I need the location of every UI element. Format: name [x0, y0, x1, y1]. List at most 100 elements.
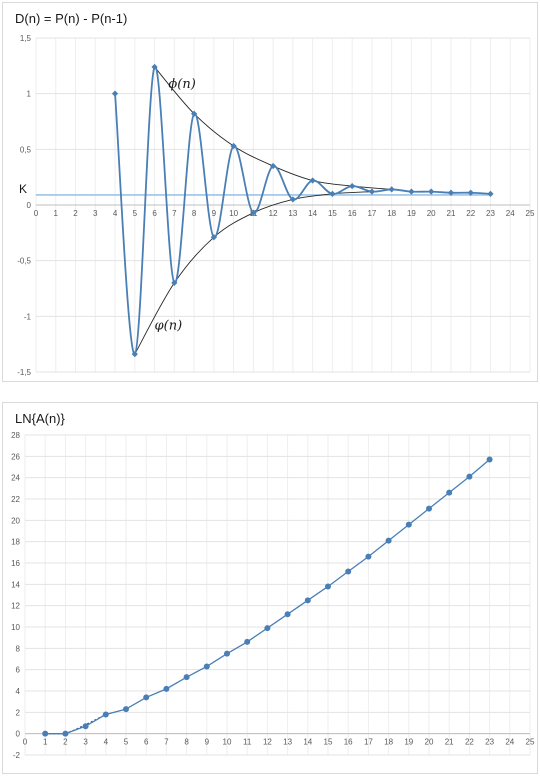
- x-tick-label: 1: [54, 209, 59, 218]
- y-tick-label: 4: [16, 687, 21, 696]
- data-point: [244, 638, 251, 645]
- y-tick-label: 18: [11, 538, 20, 547]
- x-tick-label: 3: [83, 738, 88, 747]
- x-tick-label: 15: [324, 738, 333, 747]
- data-point: [270, 162, 277, 170]
- y-tick-label: 0,5: [20, 145, 32, 154]
- y-tick-label: -2: [13, 751, 21, 760]
- x-tick-label: 8: [192, 209, 197, 218]
- x-tick-label: 16: [348, 209, 357, 218]
- x-tick-label: 22: [465, 738, 474, 747]
- data-point: [446, 489, 453, 496]
- x-tick-label: 8: [184, 738, 189, 747]
- chart-ln-a-n: LN{A(n)} 28 26 24 22 20 18 16 14 12 10 8 6 4 2 0 -2 0 1 2 3…: [2, 402, 538, 774]
- data-point: [143, 694, 150, 701]
- y-tick-label: 0: [16, 730, 21, 739]
- x-tick-label: 22: [466, 209, 475, 218]
- data-point: [388, 186, 395, 193]
- x-tick-label: 25: [526, 738, 535, 747]
- data-point: [210, 234, 217, 241]
- x-tick-label: 5: [124, 738, 129, 747]
- x-tick-label: 7: [172, 209, 177, 218]
- x-tick-label: 12: [263, 738, 272, 747]
- x-tick-label: 21: [445, 738, 454, 747]
- data-point: [385, 537, 392, 544]
- y-tick-label: 12: [11, 602, 20, 611]
- y-tick-label: 24: [11, 474, 20, 483]
- y-tick-label: 1: [27, 90, 32, 99]
- data-point: [264, 625, 271, 632]
- data-point: [183, 674, 190, 681]
- data-point: [325, 583, 331, 590]
- reference-label-k: K: [19, 182, 27, 196]
- data-point: [190, 110, 198, 117]
- x-tick-label: 14: [308, 209, 317, 218]
- data-point: [345, 568, 352, 575]
- x-tick-label: 18: [387, 209, 396, 218]
- y-tick-label: 22: [11, 495, 20, 504]
- data-point: [163, 685, 170, 692]
- data-point: [408, 188, 415, 195]
- y-tick-label: -1: [24, 312, 32, 321]
- x-tick-label: 1: [43, 738, 48, 747]
- x-tick-label: 4: [113, 209, 118, 218]
- y-tick-label: 14: [11, 580, 20, 589]
- data-point: [203, 663, 210, 670]
- x-tick-label: 5: [133, 209, 138, 218]
- data-point: [151, 63, 158, 71]
- x-tick-label: 19: [407, 209, 416, 218]
- data-point: [304, 597, 311, 604]
- x-tick-label: 7: [164, 738, 169, 747]
- envelope-upper-label: ϕ(n): [168, 77, 195, 92]
- x-tick-label: 17: [364, 738, 373, 747]
- chart-title: LN{A(n)}: [15, 411, 65, 426]
- data-point: [428, 188, 435, 195]
- y-tick-label: 26: [11, 452, 20, 461]
- x-tick-label: 9: [205, 738, 210, 747]
- envelope-lower-label: φ(n): [155, 319, 183, 334]
- data-point: [102, 711, 109, 718]
- x-tick-label: 24: [506, 209, 515, 218]
- x-tick-label: 6: [152, 209, 157, 218]
- x-tick-label: 20: [425, 738, 434, 747]
- x-tick-label: 12: [269, 209, 278, 218]
- data-point: [405, 521, 412, 528]
- x-tick-label: 16: [344, 738, 353, 747]
- data-point: [62, 730, 69, 737]
- x-tick-label: 21: [447, 209, 456, 218]
- data-point: [486, 456, 493, 463]
- x-tick-label: 3: [93, 209, 98, 218]
- data-point: [284, 611, 291, 618]
- chart-title: D(n) = P(n) - P(n-1): [15, 11, 128, 26]
- y-tick-label: 2: [16, 708, 21, 717]
- data-point: [365, 553, 372, 560]
- data-point: [349, 182, 356, 190]
- x-tick-label: 10: [229, 209, 238, 218]
- trend-line: [45, 713, 107, 735]
- data-point: [329, 190, 336, 197]
- y-tick-label: 28: [11, 431, 20, 440]
- x-tick-label: 23: [486, 209, 495, 218]
- x-tick-label: 10: [223, 738, 232, 747]
- x-tick-label: 0: [34, 209, 39, 218]
- data-point: [82, 723, 89, 730]
- data-point: [224, 650, 230, 657]
- y-tick-label: 1,5: [20, 34, 32, 43]
- y-tick-label: 8: [16, 644, 21, 653]
- y-tick-label: 10: [11, 623, 20, 632]
- x-tick-label: 9: [212, 209, 217, 218]
- x-tick-label: 20: [427, 209, 436, 218]
- y-tick-label: 0: [27, 201, 32, 210]
- data-point: [368, 188, 376, 195]
- data-point: [42, 730, 49, 737]
- data-point: [111, 90, 119, 97]
- y-tick-label: 20: [11, 516, 20, 525]
- x-tick-label: 24: [505, 738, 514, 747]
- chart-d-n: D(n) = P(n) - P(n-1) 1,5 1 0,5 0 -0,5 -1 -1,5 0…: [2, 2, 538, 382]
- y-tick-label: 6: [16, 666, 21, 675]
- data-point: [123, 706, 129, 713]
- x-tick-label: 13: [283, 738, 292, 747]
- x-tick-label: 14: [303, 738, 312, 747]
- data-point: [426, 505, 432, 512]
